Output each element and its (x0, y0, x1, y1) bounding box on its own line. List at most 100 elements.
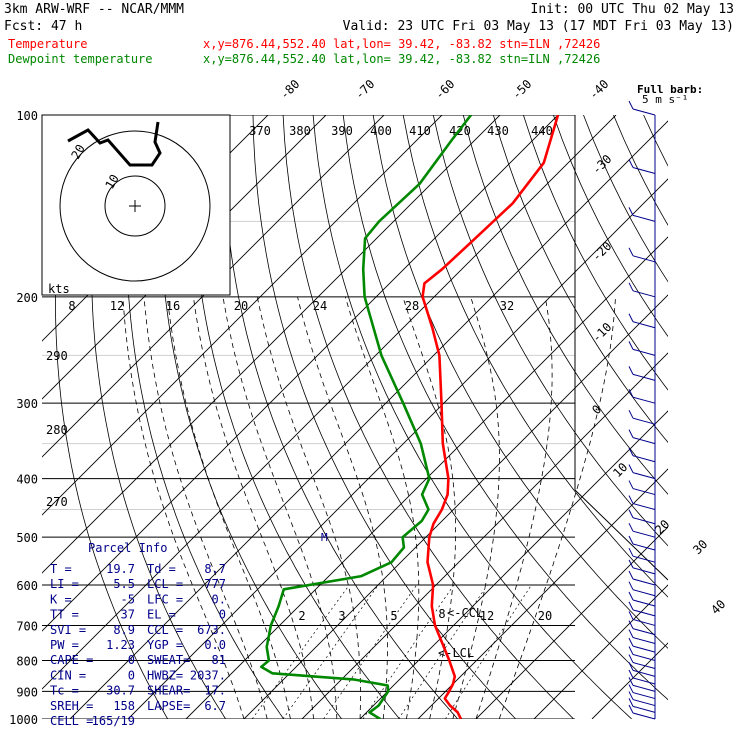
wind-barb-flag (628, 559, 634, 569)
parcel-row-value: 2037. (190, 668, 226, 682)
moist-adiabat-line (452, 296, 500, 719)
wind-barb (632, 712, 656, 720)
wind-barb-flag (628, 159, 634, 168)
hodograph-speed-label: 16 (166, 299, 180, 313)
isotherm-tick-label: -60 (432, 77, 457, 102)
parcel-row-value: 0 (219, 608, 226, 622)
wind-barb-flag (628, 581, 634, 590)
parcel-row-value: 158 (113, 699, 135, 713)
wind-barb-flag (628, 704, 634, 714)
wind-barb (632, 167, 656, 175)
wind-barb-flag (628, 429, 634, 438)
level-marker: M (321, 531, 328, 544)
isotherm-tick-label: -80 (277, 77, 302, 102)
ccl-marker: <-CCL (447, 606, 483, 620)
moist-adiabat-line (344, 296, 420, 719)
wind-barb-flag (628, 669, 634, 679)
wind-barbs (628, 100, 656, 720)
parcel-row-label: T = (50, 562, 72, 576)
sounding-profiles (260, 115, 560, 719)
wind-barb (632, 530, 656, 538)
wind-barb-flag (628, 570, 634, 580)
wind-barb-flag (628, 547, 634, 557)
pressure-tick-label: 900 (16, 685, 38, 699)
wind-barb (632, 373, 656, 381)
hodograph-trace (67, 121, 162, 167)
dry-adiabat-line (342, 115, 668, 701)
parcel-row-value: 30.7 (106, 684, 135, 698)
dry-adiabat-line (312, 115, 632, 719)
dry-adiabat-line (674, 115, 740, 719)
isotherm-tick-label: -70 (352, 77, 377, 102)
dry-adiabat-tick-label: 270 (46, 495, 68, 509)
wind-barb-flag (628, 388, 634, 398)
wind-barb (632, 669, 656, 677)
pressure-tick-label: 500 (16, 531, 38, 545)
pressure-tick-label: 700 (16, 619, 38, 633)
moist-adiabat-line (498, 296, 616, 719)
mixing-ratio-line (362, 584, 455, 719)
wind-barb-flag (628, 620, 634, 629)
wind-barb-flag (628, 698, 634, 707)
wind-barb (632, 662, 656, 670)
wind-barb (632, 699, 656, 707)
parcel-row-label: SVI = (50, 623, 86, 637)
wind-barb-flag (628, 646, 634, 655)
parcel-row-label: TT = (50, 608, 79, 622)
mixing-ratio-tick-label: 8 (438, 607, 445, 621)
wind-barb (632, 628, 656, 636)
wind-barb (632, 578, 656, 586)
dry-adiabat-line (432, 115, 668, 547)
pressure-tick-label: 300 (16, 397, 38, 411)
wind-barb-flag (628, 247, 634, 257)
parcel-row-label: CAPE = (50, 653, 93, 667)
hodograph-speed-label: 8 (68, 299, 75, 313)
theta-tick-label: 390 (331, 124, 353, 138)
parcel-row-value: 0. (212, 592, 226, 606)
parcel-row-value: 0 (128, 653, 135, 667)
wind-barb-flag (628, 654, 634, 663)
wind-scale-label: Full barb: (637, 83, 703, 96)
dewpoint-station-info: x,y=876.44,552.40 lat,lon= 39.42, -83.82… (203, 52, 600, 66)
wind-barb (632, 503, 656, 511)
parcel-row-label: SWEAT= (147, 653, 190, 667)
model-title: 3km ARW-WRF -- NCAR/MMM (4, 2, 184, 17)
isotherm-line (42, 115, 501, 574)
forecast-hour: Fcst: 47 h (4, 19, 82, 34)
wind-barb (632, 645, 656, 653)
moist-adiabat-line (193, 296, 314, 719)
mixing-ratio-line (282, 584, 379, 719)
hodograph-ring (104, 175, 166, 237)
mixing-ratio-line (398, 584, 488, 719)
dry-adiabat-tick-label: 280 (46, 423, 68, 437)
hodograph-units-label: kts (48, 282, 70, 296)
wind-barb (632, 543, 656, 551)
moist-adiabat-line (256, 296, 361, 719)
pressure-tick-label: 400 (16, 473, 38, 487)
isotherm-tick-label: 30 (690, 537, 710, 557)
moist-adiabat-line (222, 296, 338, 719)
isotherm-line (127, 178, 668, 719)
parcel-row-value: 165/19 (92, 714, 135, 728)
pressure-tick-label: 1000 (9, 713, 38, 727)
wind-barb (632, 108, 656, 116)
dewpoint-line (260, 115, 473, 719)
wind-barb-flag (628, 480, 634, 489)
wind-barb-flag (628, 341, 634, 350)
mixing-ratio-tick-label: 3 (338, 609, 345, 623)
parcel-row-label: HWBZ= (147, 668, 183, 682)
moist-adiabat-line (402, 296, 456, 719)
parcel-row-label: LFC = (147, 592, 183, 606)
wind-barb-flag (628, 611, 634, 620)
dry-adiabat-line (493, 115, 668, 444)
parcel-row-label: LI = (50, 577, 79, 591)
wind-barb (632, 609, 656, 617)
mixing-ratio-line (445, 584, 532, 719)
parcel-info-title: Parcel Info (88, 541, 167, 555)
isotherm-line (359, 410, 668, 719)
wind-scale-unit: 5 m s⁻¹ (642, 93, 688, 106)
parcel-row-value: 6.7 (204, 699, 226, 713)
